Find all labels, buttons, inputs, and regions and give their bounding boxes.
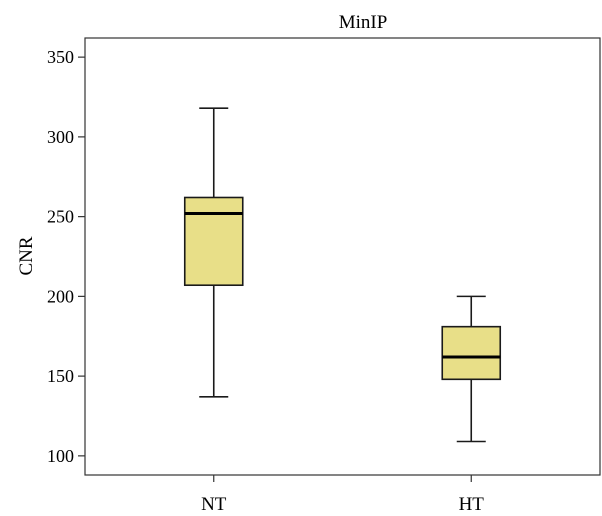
y-tick-label: 100: [47, 446, 74, 466]
y-tick-label: 300: [47, 127, 74, 147]
x-axis-ticks: NT HT: [201, 475, 484, 515]
y-axis-ticks: 100 150 200 250 300 350: [47, 47, 85, 466]
iqr-box: [183, 196, 244, 287]
plot-frame: [84, 37, 601, 476]
box-ht: [441, 295, 502, 443]
y-tick-label: 200: [47, 286, 74, 306]
chart-title: MinIP: [339, 12, 388, 33]
y-tick-label: 350: [47, 47, 74, 67]
boxes: [183, 107, 502, 443]
box-nt: [183, 107, 244, 398]
y-tick-label: 150: [47, 366, 74, 386]
iqr-box: [441, 325, 502, 381]
x-category-label: HT: [459, 494, 485, 515]
x-category-label: NT: [201, 494, 227, 515]
y-axis-label: CNR: [16, 236, 37, 275]
y-tick-label: 250: [47, 207, 74, 227]
